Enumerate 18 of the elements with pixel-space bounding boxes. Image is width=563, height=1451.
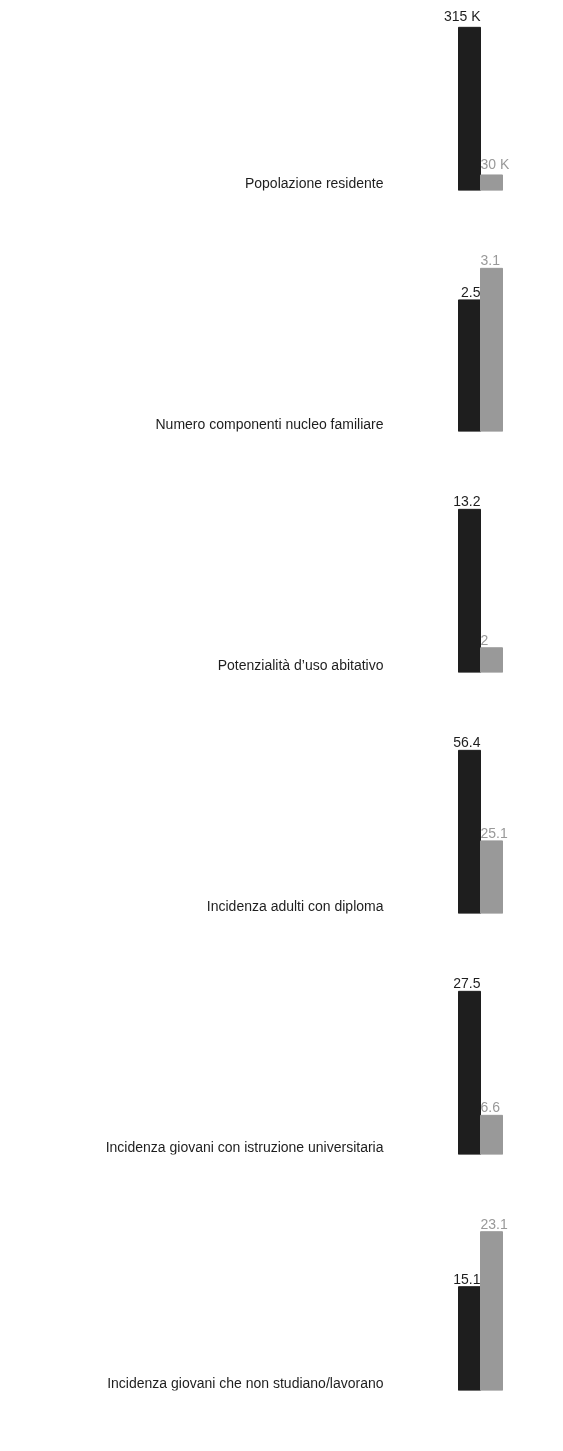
data-label: 3.1 xyxy=(480,252,501,269)
data-label: 6.6 xyxy=(480,1099,501,1116)
data-label: 13.2 xyxy=(453,493,481,510)
data-label: 23.1 xyxy=(480,1215,508,1232)
data-label: 15.1 xyxy=(453,1270,481,1287)
x-axis-title: Potenzialità d’uso abitativo xyxy=(217,656,384,673)
x-axis-title: Incidenza giovani che non studiano/lavorano xyxy=(107,1374,384,1391)
data-label: 2.5 xyxy=(461,283,481,300)
data-label: 56.4 xyxy=(453,734,481,751)
data-label: 2 xyxy=(480,631,489,648)
x-axis-title: Popolazione residente xyxy=(244,174,384,191)
data-label: 27.5 xyxy=(453,975,481,992)
data-label: 25.1 xyxy=(480,824,508,841)
data-label: 315 K xyxy=(443,8,482,25)
x-axis-title: Incidenza giovani con istruzione universitaria xyxy=(105,1138,384,1155)
x-axis-title: Numero componenti nucleo familiare xyxy=(155,415,384,432)
data-label: 30 K xyxy=(480,155,510,172)
x-axis-title: Incidenza adulti con diploma xyxy=(206,897,384,914)
